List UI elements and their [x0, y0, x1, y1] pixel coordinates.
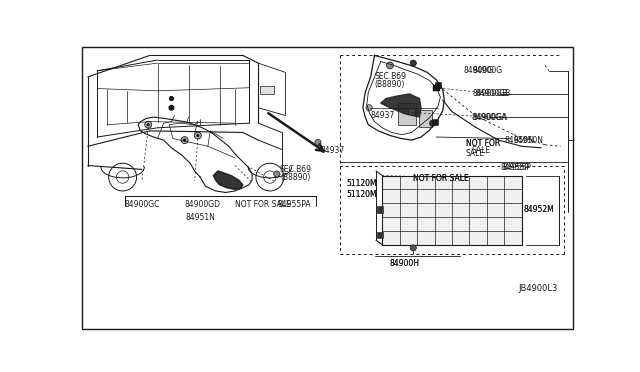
Text: 84955P: 84955P — [500, 163, 529, 172]
Text: 84950N: 84950N — [505, 136, 534, 145]
Polygon shape — [213, 171, 243, 189]
Circle shape — [410, 60, 417, 66]
Circle shape — [433, 85, 440, 91]
Circle shape — [170, 97, 173, 100]
Circle shape — [429, 120, 436, 126]
Bar — [382, 176, 522, 245]
Text: 84900GB: 84900GB — [476, 89, 511, 99]
Text: 84900G: 84900G — [463, 66, 493, 75]
Bar — [408, 109, 415, 115]
Circle shape — [366, 105, 372, 111]
Text: 84955PA: 84955PA — [278, 199, 311, 209]
Circle shape — [195, 132, 202, 139]
Circle shape — [147, 123, 150, 126]
Circle shape — [181, 137, 188, 144]
Text: NOT FOR SALE: NOT FOR SALE — [413, 174, 469, 183]
Text: 84900GA: 84900GA — [472, 112, 507, 122]
Text: NOT FOR SALE: NOT FOR SALE — [235, 199, 291, 209]
Text: 84900GD: 84900GD — [184, 199, 221, 209]
Text: 84952M: 84952M — [524, 205, 554, 214]
Text: 51120M: 51120M — [347, 189, 377, 199]
Text: (B8890): (B8890) — [280, 173, 310, 182]
Circle shape — [387, 62, 394, 69]
Text: NOT FOR
SALE: NOT FOR SALE — [466, 139, 500, 158]
Text: SALE: SALE — [472, 147, 490, 155]
Bar — [419, 110, 432, 127]
Bar — [397, 103, 417, 125]
Text: 84950N: 84950N — [514, 136, 544, 145]
Text: 51120M: 51120M — [347, 179, 377, 188]
Bar — [433, 85, 440, 91]
Text: 84937: 84937 — [320, 145, 344, 155]
Bar — [377, 232, 383, 238]
Polygon shape — [381, 94, 421, 117]
Text: NOT FOR SALE: NOT FOR SALE — [413, 174, 469, 183]
Text: (B8890): (B8890) — [374, 80, 405, 89]
Text: JB4900L3: JB4900L3 — [518, 284, 557, 293]
Bar — [377, 206, 383, 212]
Text: 84900G: 84900G — [473, 66, 503, 75]
Text: 84900GA: 84900GA — [473, 112, 508, 122]
Text: 51120M: 51120M — [347, 179, 377, 188]
Text: 84955P: 84955P — [502, 163, 531, 172]
Text: NOT FOR: NOT FOR — [466, 139, 500, 148]
Circle shape — [183, 139, 186, 142]
Text: 84900GB: 84900GB — [473, 89, 508, 99]
Circle shape — [410, 245, 417, 251]
Text: 84952M: 84952M — [524, 205, 554, 214]
Circle shape — [274, 171, 280, 177]
Text: 84900H: 84900H — [390, 259, 420, 268]
Circle shape — [196, 134, 199, 137]
Text: 84951N: 84951N — [185, 213, 215, 222]
Bar — [260, 86, 274, 94]
Text: 84937: 84937 — [371, 111, 395, 120]
Circle shape — [410, 109, 417, 115]
Text: SEC.B69: SEC.B69 — [374, 73, 406, 81]
Text: 84900GC: 84900GC — [125, 199, 161, 209]
Bar — [432, 119, 438, 125]
Text: 51120M: 51120M — [347, 189, 377, 199]
Circle shape — [169, 106, 174, 110]
Text: SEC.B69: SEC.B69 — [280, 165, 312, 174]
Circle shape — [145, 121, 152, 128]
Circle shape — [315, 140, 321, 145]
Text: 84900H: 84900H — [390, 259, 420, 268]
Bar — [435, 81, 441, 88]
